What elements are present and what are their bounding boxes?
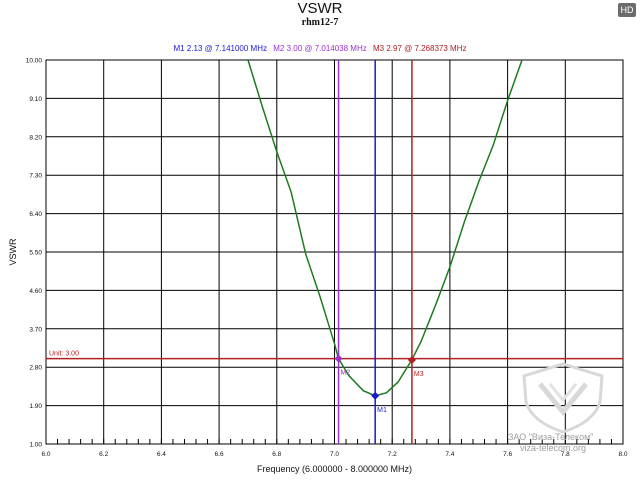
grid [46, 60, 623, 444]
limit-line-group: Unit: 3.00 [46, 351, 623, 360]
y-tick-label: 1.00 [29, 442, 42, 449]
y-tick-label: 8.20 [29, 134, 42, 141]
x-tick-label: 7.0 [330, 451, 339, 458]
vswr-curve [247, 60, 523, 397]
watermark-text: ЗАО "Виза-Телеком" viza-telecom.org [508, 432, 628, 454]
marker-label-m2: M2 [341, 370, 351, 377]
x-tick-label: 6.0 [41, 451, 50, 458]
x-tick-label: 8.0 [618, 451, 627, 458]
marker-legend-m1: M1 2.13 @ 7.141000 MHz [173, 44, 267, 53]
x-tick-label: 6.6 [215, 451, 224, 458]
marker-label-m3: M3 [414, 371, 424, 378]
x-tick-label: 7.2 [388, 451, 397, 458]
y-tick-label: 4.60 [29, 288, 42, 295]
marker-lines [337, 60, 413, 444]
marker-legend: M1 2.13 @ 7.141000 MHz M2 3.00 @ 7.01403… [0, 44, 640, 53]
x-axis-ticks: 6.0 6.2 6.4 6.6 6.8 7.0 7.2 7.4 7.6 7.8 8.0 [41, 451, 627, 458]
x-tick-label: 6.4 [157, 451, 166, 458]
chart-subtitle: rhm12-7 [301, 17, 339, 28]
x-tick-label: 6.8 [272, 451, 281, 458]
minor-ticks [57, 439, 612, 444]
watermark-site: viza-telecom.org [520, 443, 587, 453]
marker-label-m1: M1 [377, 407, 387, 414]
x-tick-label: 6.2 [99, 451, 108, 458]
watermark-shield-icon [522, 362, 604, 434]
y-tick-label: 10.00 [26, 58, 43, 65]
y-tick-label: 3.70 [29, 326, 42, 333]
limit-label: Unit: 3.00 [49, 351, 79, 358]
y-tick-label: 2.80 [29, 365, 42, 372]
y-tick-label: 6.40 [29, 211, 42, 218]
x-axis-label: Frequency (6.000000 - 8.000000 MHz) [257, 464, 412, 474]
y-tick-label: 9.10 [29, 96, 42, 103]
watermark-company: ЗАО "Виза-Телеком" [508, 432, 594, 442]
chart-title: VSWR [297, 0, 343, 17]
y-axis-ticks: 1.00 1.90 2.80 3.70 4.60 5.50 6.40 7.30 8.20 9.10… [26, 58, 43, 449]
marker-points: M1 M2 M3 [334, 354, 424, 414]
y-tick-label: 1.90 [29, 403, 42, 410]
y-tick-label: 5.50 [29, 250, 42, 257]
x-tick-label: 7.6 [503, 451, 512, 458]
marker-point-m1[interactable] [371, 391, 380, 400]
x-tick-label: 7.4 [445, 451, 454, 458]
y-tick-label: 7.30 [29, 173, 42, 180]
hd-badge[interactable]: HD [618, 3, 636, 17]
x-tick-label: 7.8 [561, 451, 570, 458]
marker-legend-m3: M3 2.97 @ 7.268373 MHz [372, 44, 467, 53]
y-axis-label: VSWR [8, 238, 18, 266]
marker-legend-m2: M2 3.00 @ 7.014038 MHz [273, 44, 367, 53]
marker-point-m3[interactable] [407, 355, 416, 364]
marker-point-m2[interactable] [334, 354, 343, 363]
